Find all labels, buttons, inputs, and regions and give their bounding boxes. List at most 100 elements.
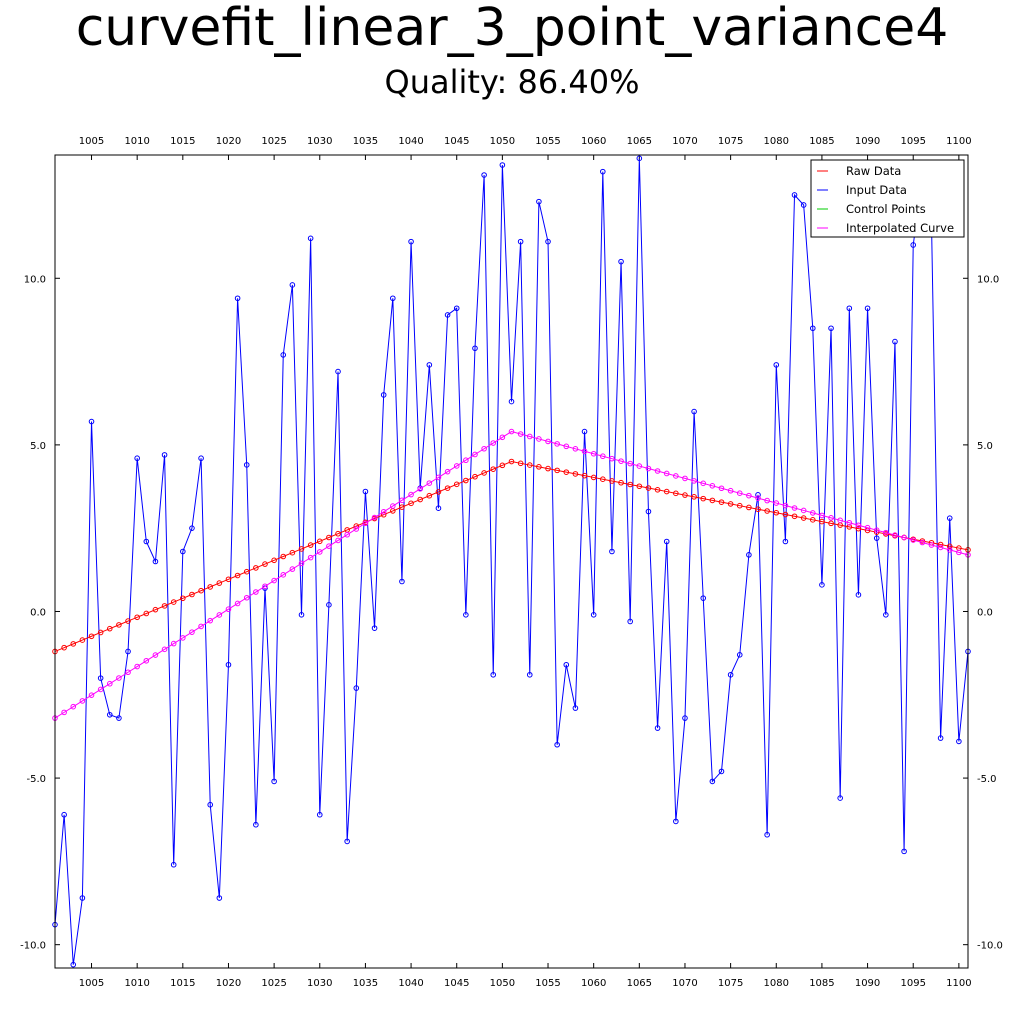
interpolated-curve-point (125, 669, 131, 676)
interpolated-curve-point (161, 646, 168, 653)
interpolated-curve-point (481, 445, 487, 452)
input-data-point (636, 155, 643, 162)
input-data-point (773, 362, 780, 368)
interpolated-curve-point (819, 512, 825, 519)
input-data-point (828, 325, 834, 332)
input-data-point (426, 362, 433, 368)
raw-data-point (673, 490, 679, 497)
raw-data-point (298, 546, 305, 552)
raw-data-point (791, 513, 798, 520)
input-data-point (490, 671, 497, 678)
x-tick-label-top: 1055 (535, 136, 560, 147)
interpolated-curve-point (362, 520, 369, 527)
interpolated-curve-point (618, 458, 624, 464)
interpolated-curve-point (189, 629, 195, 635)
raw-data-point (517, 460, 524, 467)
x-tick-label-bottom: 1100 (946, 978, 971, 989)
raw-data-point (481, 470, 487, 476)
interpolated-curve-point (390, 503, 396, 509)
interpolated-curve-point (243, 594, 250, 601)
input-data-point (691, 408, 697, 415)
y-tick-label-right: -5.0 (977, 774, 997, 785)
interpolated-curve-point (344, 531, 350, 538)
raw-data-point (700, 495, 707, 502)
raw-data-point (718, 499, 725, 505)
interpolated-curve-point (316, 549, 323, 555)
input-data-point (289, 282, 296, 288)
x-tick-label-bottom: 1005 (79, 978, 104, 989)
raw-data-point (198, 587, 204, 594)
interpolated-curve-point (764, 497, 770, 504)
input-data-point (125, 648, 131, 655)
raw-data-point (271, 557, 277, 564)
interpolated-curve-point (472, 451, 478, 458)
interpolated-curve-point (271, 577, 277, 584)
raw-data-point (243, 568, 250, 575)
x-tick-label-bottom: 1095 (900, 978, 925, 989)
input-data-point (380, 392, 387, 398)
input-data-point (709, 778, 716, 785)
interpolated-curve-point (682, 475, 688, 482)
interpolated-curve-point (636, 463, 643, 469)
interpolated-curve-point (79, 698, 86, 704)
input-data-point (873, 535, 880, 541)
input-data-point (736, 652, 743, 658)
x-tick-label-top: 1095 (900, 136, 925, 147)
interpolated-curve-point (408, 491, 414, 498)
input-data-point (673, 818, 679, 825)
y-tick-label-left: -5.0 (26, 774, 46, 785)
interpolated-curve-point (417, 486, 424, 492)
interpolated-curve-point (143, 657, 150, 664)
raw-data-point (161, 603, 168, 609)
raw-data-line (54, 461, 969, 652)
interpolated-curve-point (307, 554, 314, 561)
raw-data-point (600, 476, 606, 483)
interpolated-curve-point (253, 589, 259, 595)
input-data-point (70, 961, 77, 968)
x-tick-label-top: 1040 (398, 136, 423, 147)
raw-data-point (116, 622, 122, 628)
interpolated-curve-point (499, 434, 506, 441)
interpolated-curve-point (426, 480, 433, 486)
chart-subtitle: Quality: 86.40% (384, 63, 640, 101)
raw-data-point (216, 580, 223, 586)
legend-box (810, 159, 965, 238)
input-data-point (353, 685, 360, 691)
input-data-point (627, 618, 633, 625)
y-tick-label-right: 5.0 (977, 441, 993, 452)
interpolated-curve-point (590, 450, 597, 457)
interpolated-curve-point (262, 583, 268, 590)
raw-data-point (746, 504, 752, 511)
raw-data-point (335, 530, 341, 537)
raw-data-point (61, 644, 67, 651)
interpolated-curve-point (773, 500, 780, 506)
x-tick-label-bottom: 1070 (672, 978, 697, 989)
interpolated-curve-point (919, 539, 926, 546)
interpolated-curve-point (526, 433, 533, 440)
raw-data-point (618, 479, 624, 486)
raw-data-point (691, 494, 697, 500)
x-tick-label-bottom: 1025 (261, 978, 286, 989)
raw-data-point (736, 502, 743, 509)
interpolated-curve-point (371, 514, 378, 521)
interpolated-curve-point (864, 524, 871, 531)
input-data-point (563, 661, 570, 668)
interpolated-curve-point (901, 534, 907, 541)
x-tick-label-top: 1025 (261, 136, 286, 147)
x-tick-label-bottom: 1050 (490, 978, 515, 989)
input-data-point (581, 428, 588, 435)
interpolated-curve-point (727, 487, 734, 494)
raw-data-point (234, 572, 241, 579)
x-tick-label-bottom: 1040 (398, 978, 423, 989)
input-data-point (819, 582, 825, 588)
interpolated-curve-point (855, 522, 862, 529)
raw-data-point (855, 525, 862, 532)
interpolated-curve-point (892, 532, 898, 538)
interpolated-curve-point (508, 428, 515, 435)
x-tick-label-top: 1050 (490, 136, 515, 147)
interpolated-curve-point (326, 543, 332, 549)
input-data-point (727, 671, 734, 678)
interpolated-curve-point (755, 495, 761, 501)
raw-data-point (380, 511, 387, 518)
input-data-point (645, 508, 652, 515)
